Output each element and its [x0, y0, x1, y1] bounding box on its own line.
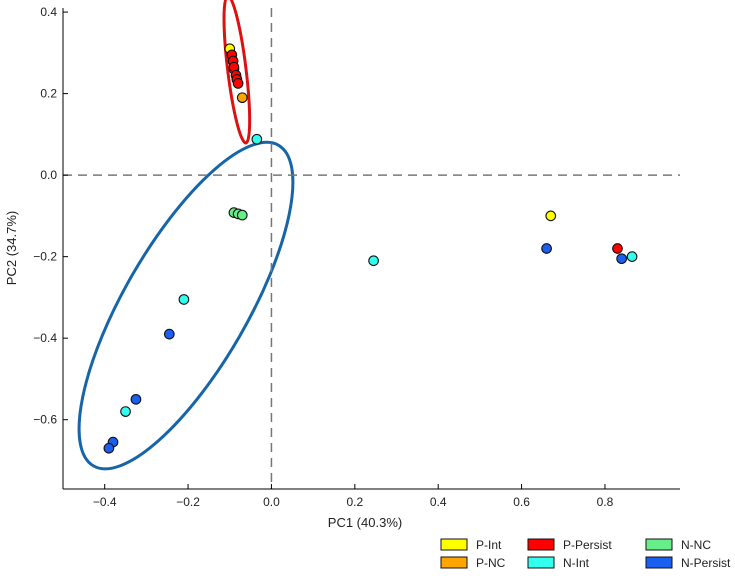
x-tick-label: −0.4: [93, 495, 117, 509]
x-tick-label: 0.8: [597, 495, 614, 509]
point-n-persist: [103, 442, 115, 454]
point-n-int: [368, 255, 379, 267]
legend-swatch-n-persist: [645, 556, 673, 569]
p-group-ellipse: [222, 0, 252, 145]
point-p-persist: [232, 78, 244, 89]
legend-label-p-int: P-Int: [476, 538, 502, 552]
legend-label-p-nc: P-NC: [476, 556, 506, 570]
y-tick-label: −0.4: [33, 331, 57, 345]
point-n-nc: [236, 209, 248, 221]
y-tick-label: 0.4: [40, 5, 57, 19]
legend-swatch-p-int: [440, 538, 468, 551]
y-tick-label: 0.2: [40, 87, 57, 101]
point-n-persist: [541, 243, 552, 254]
x-tick-label: −0.2: [176, 495, 200, 509]
legend-swatch-n-int: [527, 556, 555, 569]
x-tick-label: 0.4: [430, 495, 447, 509]
legend-label-n-persist: N-Persist: [681, 556, 731, 570]
legend-label-n-int: N-Int: [563, 556, 590, 570]
point-n-int: [251, 133, 263, 145]
x-tick-label: 0.6: [513, 495, 530, 509]
point-n-int: [120, 406, 131, 417]
point-p-int: [545, 210, 557, 222]
point-n-int: [626, 251, 638, 263]
legend: P-Int P-Persist N-NC P-NC N-Int N-Persist: [440, 538, 731, 570]
legend-swatch-p-persist: [527, 538, 555, 551]
point-p-nc: [236, 92, 248, 104]
x-axis-label: PC1 (40.3%): [328, 515, 402, 530]
legend-swatch-n-nc: [645, 538, 673, 551]
legend-swatch-p-nc: [440, 556, 468, 569]
x-tick-label: 0.2: [346, 495, 363, 509]
y-tick-label: 0.0: [40, 168, 57, 182]
n-group-ellipse: [77, 140, 295, 471]
y-tick-label: −0.2: [33, 250, 57, 264]
y-axis-label: PC2 (34.7%): [4, 211, 19, 285]
point-n-persist: [130, 393, 142, 405]
point-n-persist: [163, 328, 175, 340]
legend-label-p-persist: P-Persist: [563, 538, 612, 552]
point-n-persist: [616, 253, 627, 265]
legend-label-n-nc: N-NC: [681, 538, 711, 552]
point-p-persist: [612, 243, 623, 254]
y-tick-label: −0.6: [33, 413, 57, 427]
point-n-int: [178, 294, 190, 305]
x-tick-label: 0.0: [263, 495, 280, 509]
